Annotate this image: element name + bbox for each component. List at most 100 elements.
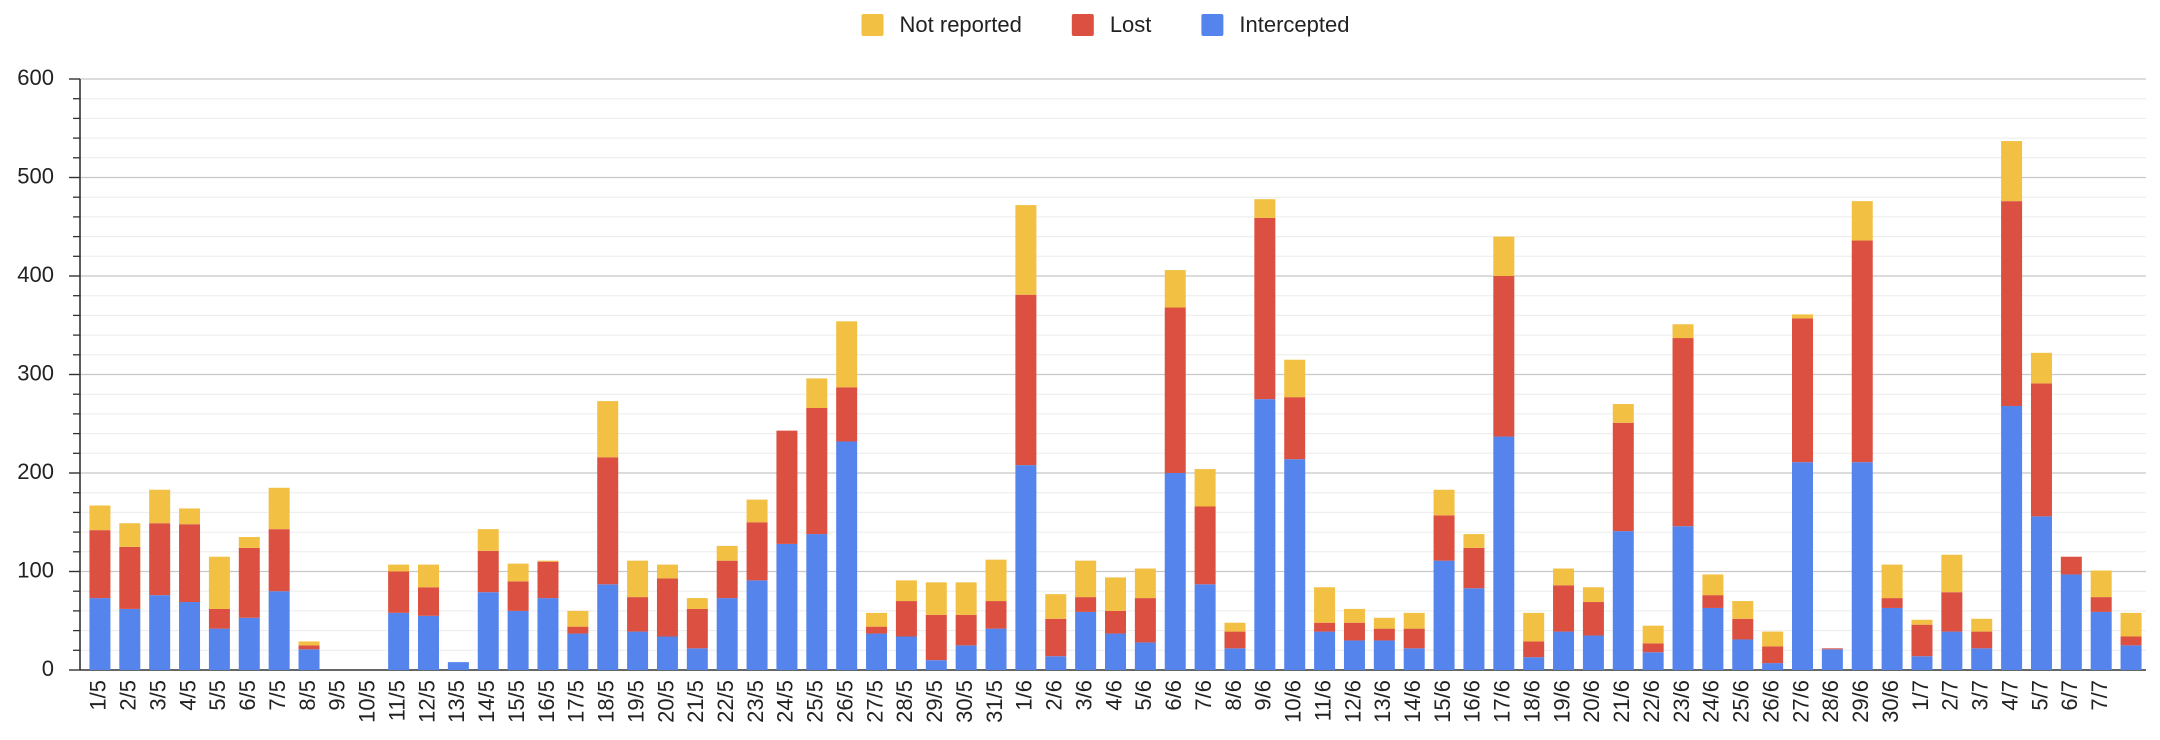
x-tick-label: 14/6 [1400,680,1425,723]
bar-segment [925,582,947,615]
bar-segment [507,563,529,582]
bar-segment [1045,656,1067,670]
bar-segment [1702,574,1724,596]
bar-segment [1373,640,1395,670]
bar-segment [1493,436,1515,670]
bar-segment [1642,625,1664,644]
x-tick-label: 7/7 [2087,680,2112,711]
bar-segment [1612,404,1634,423]
x-tick-label: 20/5 [653,680,678,723]
bar-segment [149,595,171,670]
bar-segment [836,321,858,388]
bar-segment [89,505,111,531]
bar-segment [1642,652,1664,670]
bar-segment [208,628,230,670]
bar-segment [1553,631,1575,670]
bar-segment [1463,588,1485,670]
bar-segment [2030,352,2052,384]
bar-segment [1612,531,1634,670]
bar-segment [686,648,708,670]
bar-segment [1164,473,1186,670]
bar-segment [627,597,649,632]
bar-segment [866,612,888,627]
y-tick-label: 600 [17,65,54,90]
x-tick-label: 5/5 [205,680,230,711]
bar-segment [1851,462,1873,670]
bar-segment [776,543,798,670]
bar-segment [89,598,111,670]
bar-segment [1015,294,1037,466]
bar-segment [567,633,589,670]
y-tick-label: 400 [17,262,54,287]
bar-segment [656,636,678,670]
bar-segment [895,601,917,637]
legend: Not reported Lost Intercepted [861,12,1349,37]
y-tick-label: 0 [42,656,54,681]
bar-segment [2090,611,2112,670]
bar-segment [1224,631,1246,649]
bar-segment [149,523,171,596]
bar-segment [1642,643,1664,653]
bar-segment [268,529,290,592]
x-tick-label: 19/6 [1549,680,1574,723]
bar-segment [1672,338,1694,527]
x-tick-label: 21/6 [1609,680,1634,723]
bar-segment [2030,516,2052,670]
bar-segment [955,582,977,615]
bar-segment [1075,611,1097,670]
bar-segment [656,578,678,637]
bar-segment [955,645,977,670]
x-tick-label: 25/5 [803,680,828,723]
bar-segment [1463,547,1485,589]
bar-segment [119,546,141,609]
bar-segment [985,559,1007,602]
legend-label: Lost [1110,12,1152,37]
bar-segment [686,608,708,649]
bar-segment [1732,601,1754,619]
bar-segment [1105,633,1126,670]
x-tick-label: 15/5 [504,680,529,723]
bar-segment [1762,631,1784,647]
bar-segment [1792,314,1813,319]
bar-segment [1851,201,1873,241]
y-tick-label: 300 [17,360,54,385]
bar-segment [238,537,260,548]
bar-segment [1433,489,1455,516]
bar-segment [2120,645,2142,670]
bar-segment [1941,554,1963,593]
legend-swatch [861,14,884,36]
x-tick-label: 10/6 [1281,680,1306,723]
x-tick-label: 1/7 [1908,680,1933,711]
x-tick-label: 14/5 [474,680,499,723]
x-tick-label: 25/6 [1729,680,1754,723]
bar-segment [418,615,439,670]
x-tick-label: 8/6 [1221,680,1246,711]
y-tick-label: 200 [17,459,54,484]
bar-segment [1672,526,1694,670]
bar-segment [627,560,649,598]
bar-segment [776,430,798,544]
x-tick-label: 30/5 [952,680,977,723]
bar-segment [716,545,738,561]
bar-segment [1314,622,1336,632]
x-tick-label: 10/5 [355,680,380,723]
bar-segment [2001,141,2023,202]
x-tick-label: 1/6 [1012,680,1037,711]
x-tick-label: 23/5 [743,680,768,723]
bar-segment [388,564,410,572]
bar-segment [268,487,290,530]
x-tick-label: 26/5 [832,680,857,723]
x-tick-label: 4/5 [175,680,200,711]
bar-segment [716,598,738,670]
bar-segment [119,608,141,670]
bar-segment [2120,612,2142,637]
bar-segment [1821,649,1843,670]
bar-segment [746,499,768,523]
bar-segment [1194,584,1216,670]
bar-segment [1971,631,1993,649]
x-tick-label: 2/5 [116,680,141,711]
bar-segment [567,626,589,634]
bar-segment [597,584,619,670]
bar-segment [179,602,201,670]
bar-segment [1045,594,1067,619]
